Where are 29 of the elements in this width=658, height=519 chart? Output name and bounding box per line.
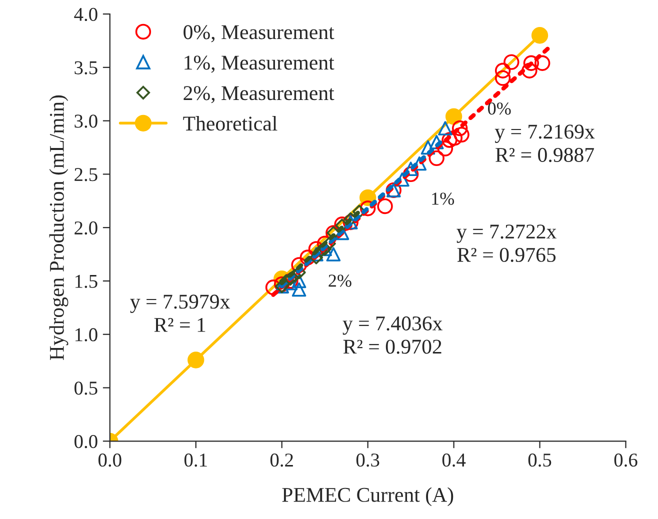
- y-tick-label: 3.0: [74, 114, 98, 128]
- x-tick-label: 0.5: [528, 454, 552, 467]
- y-tick-label: 0.5: [74, 382, 98, 395]
- y-tick-label: 0.0: [74, 434, 98, 448]
- x-tick-label: 0.2: [270, 454, 293, 467]
- annotation: y = 7.4036x R² = 0.9702: [342, 316, 442, 354]
- legend-label: 0%, Measurement: [184, 25, 334, 42]
- y-tick-label: 1.0: [75, 328, 98, 342]
- annotation: 0%: [488, 102, 511, 115]
- y-tick-label: 1.5: [75, 274, 98, 288]
- annotation: y = 7.2169x R² = 0.9887: [494, 124, 595, 162]
- y-axis-title: Hydrogen Production (mL/min): [49, 95, 68, 360]
- annotation: y = 7.5979x R² = 1: [130, 294, 230, 332]
- annotation: 2%: [328, 274, 352, 287]
- y-tick-label: 2.5: [74, 168, 98, 182]
- y-tick-label: 4.0: [74, 8, 98, 22]
- annotation: 1%: [432, 192, 454, 205]
- legend-label: 1%, Measurement: [184, 56, 334, 73]
- x-tick-label: 0.1: [184, 454, 207, 467]
- x-tick-label: 0.4: [442, 454, 466, 467]
- annotation: y = 7.2722x R² = 0.9765: [456, 224, 556, 262]
- x-axis-title: PEMEC Current (A): [282, 487, 454, 506]
- x-tick-label: 0.3: [356, 454, 380, 467]
- legend-label: Theoretical: [183, 116, 278, 131]
- x-tick-label: 0.0: [98, 454, 122, 467]
- legend-label: 2%, Measurement: [184, 86, 334, 104]
- y-tick-label: 3.5: [74, 61, 98, 74]
- x-tick-label: 0.6: [614, 454, 638, 467]
- y-tick-label: 2.0: [74, 221, 98, 235]
